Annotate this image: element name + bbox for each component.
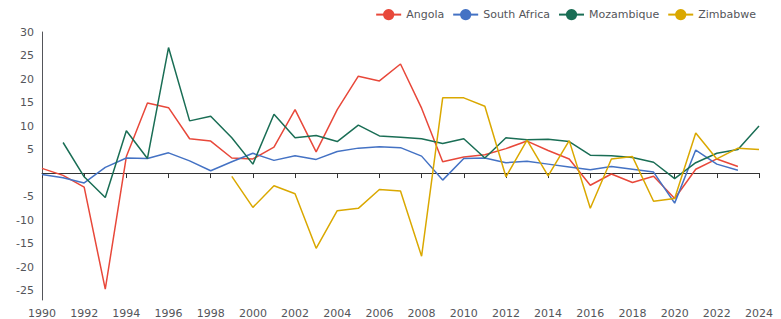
svg-text:1998: 1998 (197, 307, 225, 319)
svg-text:10: 10 (20, 120, 34, 133)
svg-text:1994: 1994 (112, 307, 140, 319)
svg-text:-10: -10 (16, 214, 34, 227)
svg-text:2010: 2010 (450, 307, 478, 319)
svg-text:30: 30 (20, 26, 34, 39)
svg-text:2014: 2014 (534, 307, 562, 319)
svg-text:South Africa: South Africa (483, 8, 550, 21)
svg-text:20: 20 (20, 73, 34, 86)
svg-text:-15: -15 (16, 237, 34, 250)
svg-text:-5: -5 (23, 190, 34, 203)
svg-text:-25: -25 (16, 284, 34, 297)
svg-text:2020: 2020 (661, 307, 689, 319)
svg-text:Angola: Angola (406, 8, 444, 21)
svg-text:2008: 2008 (408, 307, 436, 319)
svg-text:15: 15 (20, 96, 34, 109)
svg-text:Mozambique: Mozambique (589, 8, 659, 21)
svg-text:2022: 2022 (703, 307, 731, 319)
svg-text:2000: 2000 (239, 307, 267, 319)
svg-text:2002: 2002 (281, 307, 309, 319)
svg-text:Zimbabwe: Zimbabwe (698, 8, 756, 21)
svg-text:-20: -20 (16, 261, 34, 274)
svg-text:2016: 2016 (576, 307, 604, 319)
svg-text:1990: 1990 (28, 307, 56, 319)
svg-text:2004: 2004 (323, 307, 351, 319)
svg-text:1992: 1992 (70, 307, 98, 319)
svg-text:25: 25 (20, 49, 34, 62)
svg-text:2018: 2018 (618, 307, 646, 319)
svg-text:5: 5 (27, 143, 34, 156)
svg-text:2024: 2024 (745, 307, 773, 319)
svg-text:2012: 2012 (492, 307, 520, 319)
svg-text:2006: 2006 (365, 307, 393, 319)
svg-text:1996: 1996 (155, 307, 183, 319)
